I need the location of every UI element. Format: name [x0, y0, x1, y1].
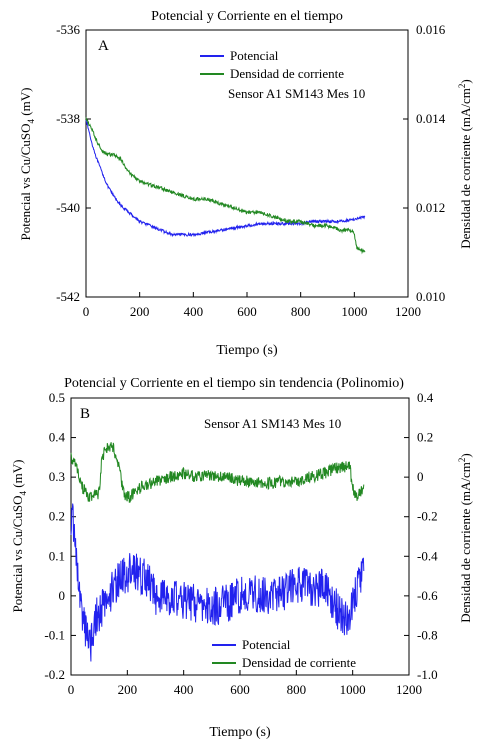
panel-label-b: B — [80, 406, 90, 422]
x-tick-label-a-1: 200 — [130, 304, 150, 319]
y-right-tick-label-a-0: 0.016 — [416, 22, 446, 37]
series-a — [85, 117, 366, 255]
y-right-tick-label-b-6: -0.8 — [417, 627, 438, 642]
x-tick-label-b-2: 400 — [174, 682, 194, 697]
ylabel-left-a-part1: Potencial vs Cu/CuSO — [18, 123, 33, 240]
y-left-tick-label-a-1: -538 — [56, 111, 80, 126]
ylabel-left-b-part1: Potencial vs Cu/CuSO — [10, 495, 25, 612]
y-left-tick-label-a-0: -536 — [56, 22, 80, 37]
y-right-tick-label-b-7: -1.0 — [417, 667, 438, 682]
x-tick-label-a-4: 800 — [291, 304, 311, 319]
legend-label-b-potencial: Potencial — [242, 637, 291, 652]
ylabel-left-a-sub: 4 — [26, 118, 36, 123]
ylabel-left-a: Potencial vs Cu/CuSO4 (mV) — [18, 88, 36, 241]
y-left-tick-label-b-4: 0.1 — [49, 548, 65, 563]
legend-b: Potencial Densidad de corriente — [212, 637, 356, 670]
y-left-tick-label-a-2: -540 — [56, 200, 80, 215]
annotation-a: Sensor A1 SM143 Mes 10 — [228, 86, 365, 101]
ylabel-right-a-sup: 2 — [457, 84, 467, 89]
ylabel-left-b-part2: (mV) — [10, 460, 25, 491]
ylabel-right-a-part2: ) — [458, 79, 473, 83]
ticks-a: 0 200 400 600 800 1000 1200 -536 -538 -540 -542 0.0… — [56, 22, 446, 319]
y-right-tick-label-b-2: 0 — [417, 469, 424, 484]
series-line-a-densidad — [85, 117, 366, 255]
y-right-tick-label-b-5: -0.6 — [417, 588, 438, 603]
y-right-tick-label-b-1: 0.2 — [417, 430, 433, 445]
x-tick-label-b-6: 1200 — [396, 682, 422, 697]
x-tick-label-b-4: 800 — [287, 682, 307, 697]
xlabel-a: Tiempo (s) — [216, 343, 278, 358]
x-tick-label-a-5: 1000 — [341, 304, 367, 319]
title-b: Potencial y Corriente en el tiempo sin t… — [64, 376, 404, 391]
panel-a: Potencial y Corriente en el tiempo 0 200 4… — [18, 9, 473, 358]
y-left-tick-label-b-5: 0 — [59, 588, 66, 603]
ylabel-right-b-part2: ) — [458, 453, 473, 457]
panel-b: Potencial y Corriente en el tiempo sin t… — [10, 376, 473, 740]
panel-label-a: A — [98, 38, 109, 54]
y-right-tick-label-a-3: 0.010 — [416, 289, 445, 304]
title-a: Potencial y Corriente en el tiempo — [151, 9, 343, 24]
legend-label-a-potencial: Potencial — [230, 48, 279, 63]
y-right-tick-label-b-4: -0.4 — [417, 548, 438, 563]
y-left-tick-label-b-7: -0.2 — [44, 667, 65, 682]
y-left-tick-label-b-3: 0.2 — [49, 509, 65, 524]
plot-frame-b — [70, 397, 410, 676]
ticks-b: 0 200 400 600 800 1000 12000.50.40.30.20.10-0.… — [44, 390, 438, 697]
ylabel-left-b-sub: 4 — [18, 490, 28, 495]
y-left-tick-label-a-3: -542 — [56, 289, 80, 304]
ylabel-right-b-sup: 2 — [457, 458, 467, 463]
y-right-tick-label-a-2: 0.012 — [416, 200, 445, 215]
series-line-b-potencial — [70, 503, 365, 662]
series-line-b-densidad — [70, 442, 365, 503]
series-line-a-potencial — [85, 119, 366, 238]
ylabel-right-b: Densidad de corriente (mA/cm2) — [457, 453, 473, 622]
x-tick-label-b-1: 200 — [118, 682, 138, 697]
x-tick-label-a-6: 1200 — [395, 304, 421, 319]
x-tick-label-a-2: 400 — [184, 304, 204, 319]
legend-label-a-densidad: Densidad de corriente — [230, 66, 344, 81]
legend-label-b-densidad: Densidad de corriente — [242, 655, 356, 670]
legend-a: Potencial Densidad de corriente — [200, 48, 344, 81]
ylabel-right-a-part1: Densidad de corriente (mA/cm — [458, 88, 473, 249]
x-tick-label-b-5: 1000 — [340, 682, 366, 697]
series-b — [70, 442, 365, 662]
ylabel-left-a-part2: (mV) — [18, 88, 33, 119]
x-tick-label-a-0: 0 — [83, 304, 90, 319]
y-left-tick-label-b-0: 0.5 — [49, 390, 65, 405]
y-right-tick-label-a-1: 0.014 — [416, 111, 446, 126]
x-tick-label-a-3: 600 — [237, 304, 257, 319]
xlabel-b: Tiempo (s) — [209, 725, 271, 740]
ylabel-left-b: Potencial vs Cu/CuSO4 (mV) — [10, 460, 28, 613]
y-right-tick-label-b-0: 0.4 — [417, 390, 434, 405]
x-tick-label-b-0: 0 — [68, 682, 75, 697]
y-left-tick-label-b-1: 0.4 — [49, 430, 66, 445]
y-left-tick-label-b-2: 0.3 — [49, 469, 65, 484]
ylabel-right-a: Densidad de corriente (mA/cm2) — [457, 79, 473, 248]
annotation-b: Sensor A1 SM143 Mes 10 — [204, 416, 341, 431]
y-right-tick-label-b-3: -0.2 — [417, 509, 438, 524]
y-left-tick-label-b-6: -0.1 — [44, 627, 65, 642]
x-tick-label-b-3: 600 — [230, 682, 250, 697]
ylabel-right-b-part1: Densidad de corriente (mA/cm — [458, 462, 473, 623]
